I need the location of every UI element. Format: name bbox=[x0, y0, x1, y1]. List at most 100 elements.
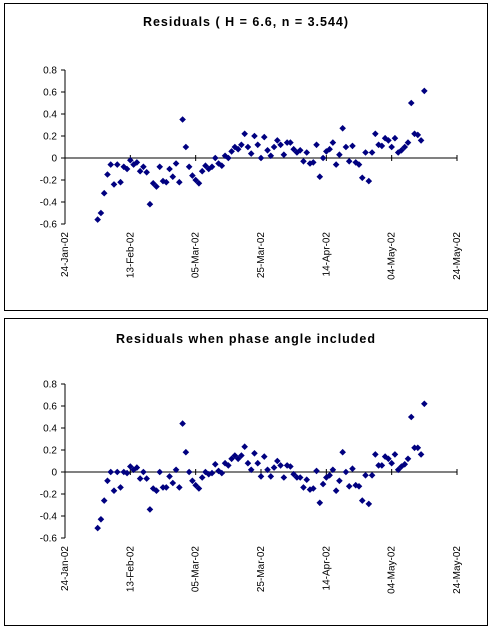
data-point bbox=[182, 143, 190, 151]
data-point bbox=[153, 183, 160, 190]
y-tick-label: 0.8 bbox=[43, 380, 57, 391]
data-point bbox=[283, 462, 291, 469]
data-point bbox=[176, 484, 183, 491]
data-point bbox=[156, 163, 164, 171]
data-point bbox=[260, 453, 268, 460]
x-tick-label: 24-Jan-02 bbox=[60, 232, 71, 277]
data-point bbox=[391, 134, 399, 142]
data-point bbox=[332, 487, 340, 494]
data-point bbox=[355, 483, 363, 490]
data-point bbox=[228, 455, 235, 463]
data-point bbox=[421, 87, 428, 95]
y-tick-label: -0.6 bbox=[40, 534, 58, 545]
data-point bbox=[140, 468, 147, 476]
data-point bbox=[329, 139, 337, 146]
data-point bbox=[241, 130, 248, 138]
data-point bbox=[326, 472, 333, 479]
data-point bbox=[378, 142, 386, 150]
data-point bbox=[388, 459, 395, 467]
data-point bbox=[140, 163, 147, 171]
data-point bbox=[277, 462, 284, 469]
data-point bbox=[162, 484, 170, 491]
data-point bbox=[185, 163, 193, 171]
data-point bbox=[407, 99, 415, 107]
data-point bbox=[401, 143, 409, 151]
data-point bbox=[368, 149, 376, 156]
data-point bbox=[274, 457, 281, 465]
data-point bbox=[365, 500, 373, 508]
data-point bbox=[316, 499, 324, 507]
y-tick-label: -0.6 bbox=[40, 220, 58, 231]
data-point bbox=[149, 180, 157, 187]
data-point bbox=[179, 116, 186, 123]
data-point bbox=[277, 141, 284, 149]
data-point bbox=[365, 177, 373, 185]
data-point bbox=[309, 159, 317, 166]
x-tick-label: 24-Jan-02 bbox=[60, 546, 71, 591]
data-point bbox=[104, 171, 111, 178]
x-tick-label: 13-Feb-02 bbox=[125, 232, 136, 279]
data-point bbox=[179, 420, 186, 427]
data-point bbox=[244, 143, 252, 151]
data-point bbox=[117, 178, 124, 186]
data-point bbox=[97, 209, 105, 217]
x-tick-label: 05-Mar-02 bbox=[191, 232, 202, 279]
data-point bbox=[185, 468, 193, 476]
data-point bbox=[172, 466, 180, 474]
data-point bbox=[358, 497, 366, 504]
y-tick-label: 0.8 bbox=[43, 66, 57, 77]
data-point bbox=[166, 473, 173, 480]
x-tick-label: 13-Feb-02 bbox=[125, 546, 136, 593]
data-point bbox=[372, 130, 379, 138]
data-point bbox=[381, 134, 389, 142]
data-point bbox=[362, 472, 369, 479]
x-tick-label: 25-Mar-02 bbox=[256, 232, 267, 279]
data-point bbox=[309, 485, 317, 492]
y-tick-label: 0.4 bbox=[43, 110, 57, 121]
data-point bbox=[404, 455, 412, 463]
x-tick-label: 05-Mar-02 bbox=[191, 546, 202, 593]
data-point bbox=[254, 459, 262, 467]
data-point bbox=[198, 167, 206, 175]
chart-residuals: 0.8 0.6 0.4 0.2 0 -0.2 -0.4 -0.624-Jan-02 13-Feb… bbox=[40, 66, 463, 280]
x-tick-label: 24-May-02 bbox=[452, 232, 463, 280]
data-point bbox=[218, 162, 226, 169]
y-tick-label: 0.2 bbox=[43, 446, 57, 457]
data-point bbox=[349, 465, 356, 472]
data-point bbox=[123, 165, 131, 173]
x-tick-label: 14-Apr-02 bbox=[321, 546, 332, 591]
data-point bbox=[332, 161, 340, 168]
data-point bbox=[143, 475, 150, 482]
chart-panel-residuals: Residuals ( H = 6.6, n = 3.544) 0.8 0.6 0.… bbox=[4, 3, 488, 311]
data-point bbox=[113, 161, 121, 168]
data-point bbox=[339, 125, 346, 132]
y-tick-label: 0.2 bbox=[43, 132, 57, 143]
data-point bbox=[264, 466, 271, 474]
data-point bbox=[195, 180, 203, 187]
y-tick-label: -0.4 bbox=[40, 198, 58, 209]
data-point bbox=[404, 139, 412, 146]
data-point bbox=[211, 461, 219, 468]
data-point bbox=[355, 161, 363, 168]
data-point bbox=[228, 148, 235, 155]
data-point bbox=[136, 167, 144, 175]
data-point bbox=[104, 477, 111, 485]
data-point bbox=[385, 137, 392, 144]
data-point bbox=[296, 147, 304, 154]
data-point bbox=[238, 141, 245, 149]
data-point bbox=[234, 145, 242, 153]
data-point bbox=[319, 480, 327, 488]
data-point bbox=[352, 481, 360, 489]
y-tick-label: 0 bbox=[51, 468, 57, 479]
data-point bbox=[313, 467, 320, 475]
data-point bbox=[274, 137, 281, 144]
x-tick-label: 14-Apr-02 bbox=[321, 232, 332, 277]
data-point bbox=[146, 506, 154, 513]
data-point bbox=[133, 159, 141, 166]
data-point bbox=[211, 154, 219, 162]
data-point bbox=[417, 451, 425, 458]
data-point bbox=[394, 466, 402, 474]
data-point bbox=[238, 452, 245, 459]
data-point bbox=[375, 141, 382, 149]
chart-title: Residuals ( H = 6.6, n = 3.544) bbox=[142, 15, 350, 29]
